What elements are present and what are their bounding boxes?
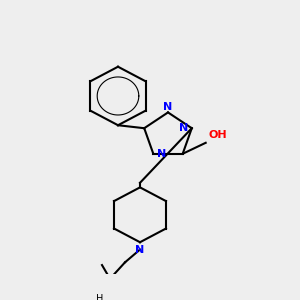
- Text: N: N: [157, 149, 166, 159]
- Text: N: N: [135, 244, 145, 254]
- Text: OH: OH: [208, 130, 227, 140]
- Text: H: H: [96, 294, 104, 300]
- Text: N: N: [164, 102, 172, 112]
- Text: N: N: [179, 123, 188, 133]
